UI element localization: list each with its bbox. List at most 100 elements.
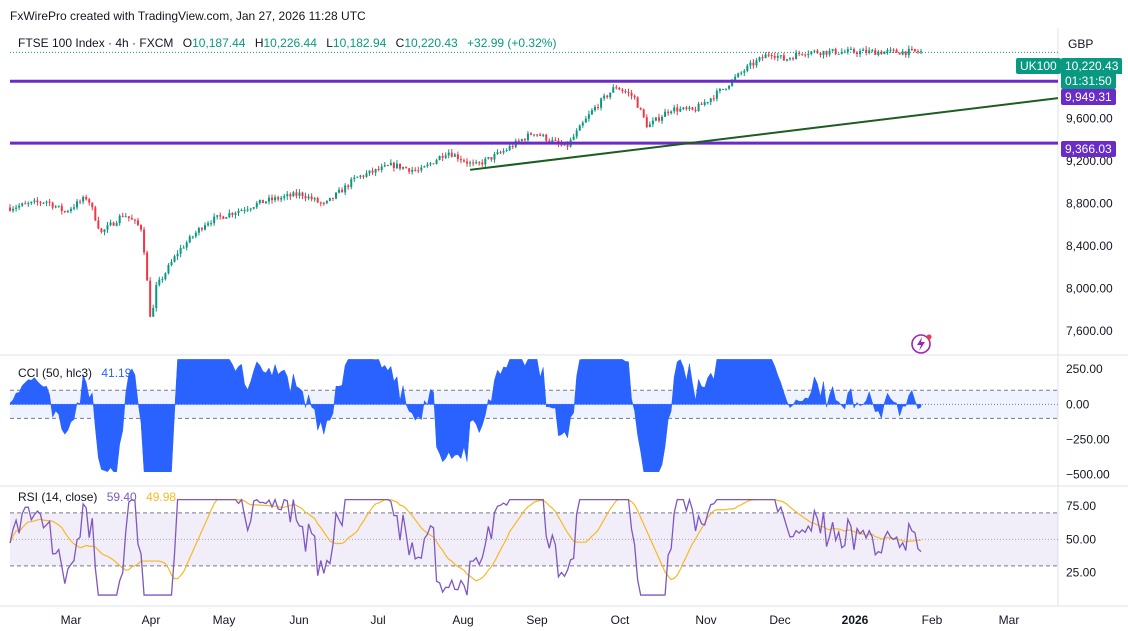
candle-body [146, 252, 149, 281]
candle-body [508, 146, 511, 151]
candle-body [140, 224, 143, 230]
candle-body [728, 85, 731, 89]
candle-body [69, 208, 72, 212]
candle-body [682, 107, 685, 109]
candle-body [240, 210, 243, 212]
candle-body [155, 285, 158, 308]
candle-body [490, 157, 493, 160]
candle-body [322, 203, 325, 205]
candle-body [679, 108, 682, 112]
candle-body [627, 92, 630, 94]
candle-body [121, 215, 124, 217]
candle-body [82, 196, 85, 202]
price-tick-label: 9,600.00 [1066, 111, 1113, 125]
candle-body [456, 154, 459, 160]
candle-body [664, 111, 667, 117]
candle-body [648, 124, 651, 128]
price-tick-label: 7,600.00 [1066, 324, 1113, 338]
candle-body [21, 203, 24, 206]
candle-body [219, 215, 222, 217]
candle-body [426, 164, 429, 167]
candle-body [307, 196, 310, 199]
candle-body [889, 49, 892, 51]
candle-body [795, 52, 798, 60]
candle-body [124, 216, 127, 218]
candle-body [639, 107, 642, 110]
candle-body [831, 49, 834, 51]
candle-body [657, 117, 660, 121]
candle-body [874, 50, 877, 55]
candle-body [88, 199, 91, 203]
candle-body [164, 273, 167, 280]
change-value: +32.99 (+0.32%) [467, 36, 557, 50]
candle-body [554, 139, 557, 141]
candle-body [773, 55, 776, 58]
candle-body [286, 194, 289, 197]
candle-body [758, 57, 761, 61]
candle-body [79, 201, 82, 203]
candle-body [106, 225, 109, 230]
candle-body [310, 196, 313, 200]
candle-body [740, 72, 743, 74]
candle-body [127, 216, 130, 219]
candle-body [85, 196, 88, 200]
candle-body [182, 247, 185, 249]
candle-body [36, 200, 39, 203]
candle-body [359, 175, 362, 177]
cci-label: CCI (50, hlc3) [18, 366, 93, 380]
candle-body [60, 205, 63, 212]
price-tick-label: 9,200.00 [1066, 154, 1113, 168]
time-tick-label: May [213, 613, 236, 627]
time-axis: Mar Apr May Jun Jul Aug Sep Oct Nov Dec 2026 Feb Mar [61, 613, 1020, 627]
candle-body [453, 154, 456, 157]
candle-body [316, 198, 319, 203]
candle-body [48, 201, 51, 203]
candle-body [545, 134, 548, 141]
candle-body [158, 279, 161, 286]
trend-line [469, 97, 1059, 171]
candle-body [499, 152, 502, 154]
candle-body [901, 51, 904, 55]
candle-body [645, 117, 648, 128]
candle-body [203, 225, 206, 230]
candle-body [593, 106, 596, 111]
candle-body [691, 107, 694, 110]
candle-body [466, 161, 469, 164]
candle-body [481, 162, 484, 165]
candle-body [459, 159, 462, 161]
candle-body [380, 166, 383, 170]
candle-body [907, 48, 910, 56]
candle-body [910, 48, 913, 50]
candle-body [234, 213, 237, 215]
candle-body [411, 169, 414, 172]
candle-body [280, 197, 283, 200]
candle-body [386, 165, 389, 167]
symbol-label: FTSE 100 Index · 4h · FXCM [18, 36, 174, 50]
rsi-legend: RSI (14, close) 59.40 49.98 [18, 490, 176, 504]
candle-body [441, 156, 444, 158]
candle-body [749, 62, 752, 66]
candle-body [609, 92, 612, 98]
time-tick-label: Apr [142, 613, 161, 627]
candle-body [383, 165, 386, 167]
candle-body [892, 49, 895, 51]
candle-body [341, 189, 344, 193]
candle-body [859, 50, 862, 55]
candle-body [715, 90, 718, 99]
rsi-tick-label: 75.00 [1066, 499, 1096, 513]
candle-body [536, 134, 539, 136]
candle-body [42, 202, 45, 204]
time-tick-label: Mar [999, 613, 1020, 627]
cci-value: 41.19 [101, 366, 132, 380]
candle-body [904, 51, 907, 56]
candle-body [176, 253, 179, 257]
candle-body [24, 203, 27, 205]
candle-body [752, 62, 755, 66]
candle-body [444, 155, 447, 158]
candle-body [27, 203, 30, 205]
candle-body [76, 201, 79, 208]
candle-body [563, 144, 566, 146]
candle-body [572, 136, 575, 140]
candle-body [292, 192, 295, 197]
